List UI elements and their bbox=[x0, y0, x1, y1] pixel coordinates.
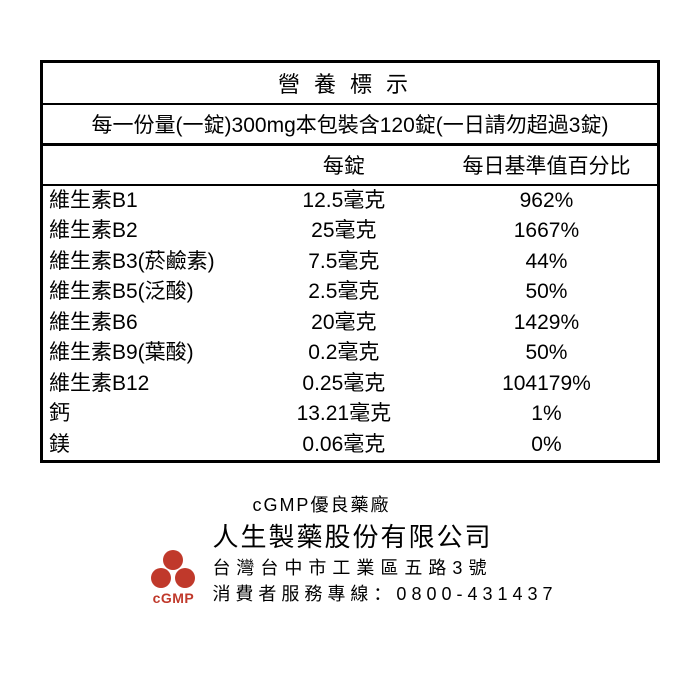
company-address: 台灣台中市工業區五路3號 bbox=[212, 554, 557, 580]
panel-title: 營養標示 bbox=[43, 63, 657, 105]
nutrient-name: 維生素B1 bbox=[43, 186, 252, 216]
nutrient-amount: 20毫克 bbox=[252, 308, 436, 338]
nutrient-dv: 1429% bbox=[436, 308, 657, 338]
nutrient-dv: 50% bbox=[436, 277, 657, 307]
nutrient-amount: 7.5毫克 bbox=[252, 247, 436, 277]
nutrient-amount: 2.5毫克 bbox=[252, 277, 436, 307]
nutrition-facts-panel: 營養標示 每一份量(一錠)300mg本包裝含120錠(一日請勿超過3錠) 每錠 … bbox=[40, 60, 660, 463]
trefoil-icon bbox=[151, 550, 195, 588]
table-row: 鈣13.21毫克1% bbox=[43, 399, 657, 429]
nutrient-amount: 0.25毫克 bbox=[252, 369, 436, 399]
table-row: 維生素B5(泛酸)2.5毫克50% bbox=[43, 277, 657, 307]
nutrient-amount: 12.5毫克 bbox=[252, 186, 436, 216]
table-row: 維生素B225毫克1667% bbox=[43, 216, 657, 246]
nutrient-dv: 44% bbox=[436, 247, 657, 277]
table-row: 維生素B112.5毫克962% bbox=[43, 186, 657, 216]
header-name-col bbox=[43, 150, 252, 180]
header-daily-value: 每日基準值百分比 bbox=[436, 150, 657, 180]
table-row: 維生素B9(葉酸)0.2毫克50% bbox=[43, 338, 657, 368]
table-row: 維生素B120.25毫克104179% bbox=[43, 369, 657, 399]
nutrient-amount: 13.21毫克 bbox=[252, 399, 436, 429]
nutrient-name: 維生素B5(泛酸) bbox=[43, 277, 252, 307]
service-hotline: 消費者服務專線：0800-431437 bbox=[212, 580, 557, 606]
nutrient-dv: 1% bbox=[436, 399, 657, 429]
footer-text: cGMP優良藥廠 人生製藥股份有限公司 台灣台中市工業區五路3號 消費者服務專線… bbox=[212, 491, 557, 606]
nutrient-name: 維生素B12 bbox=[43, 369, 252, 399]
nutrient-name: 維生素B9(葉酸) bbox=[43, 338, 252, 368]
nutrient-name: 維生素B3(菸鹼素) bbox=[43, 247, 252, 277]
nutrient-amount: 0.06毫克 bbox=[252, 430, 436, 460]
nutrient-name: 維生素B6 bbox=[43, 308, 252, 338]
manufacturer-footer: cGMP cGMP優良藥廠 人生製藥股份有限公司 台灣台中市工業區五路3號 消費… bbox=[40, 491, 660, 606]
nutrition-rows: 維生素B112.5毫克962%維生素B225毫克1667%維生素B3(菸鹼素)7… bbox=[43, 186, 657, 460]
header-amount: 每錠 bbox=[252, 150, 436, 180]
nutrient-dv: 104179% bbox=[436, 369, 657, 399]
nutrient-dv: 962% bbox=[436, 186, 657, 216]
logo-label: cGMP bbox=[153, 590, 195, 606]
column-headers: 每錠 每日基準值百分比 bbox=[43, 146, 657, 186]
table-row: 維生素B3(菸鹼素)7.5毫克44% bbox=[43, 247, 657, 277]
nutrient-dv: 1667% bbox=[436, 216, 657, 246]
cgmp-logo: cGMP bbox=[142, 550, 204, 606]
company-name: 人生製藥股份有限公司 bbox=[212, 517, 557, 554]
nutrient-name: 鈣 bbox=[43, 399, 252, 429]
table-row: 維生素B620毫克1429% bbox=[43, 308, 657, 338]
nutrient-amount: 25毫克 bbox=[252, 216, 436, 246]
footer-cert: cGMP優良藥廠 bbox=[252, 491, 557, 517]
nutrient-amount: 0.2毫克 bbox=[252, 338, 436, 368]
serving-info: 每一份量(一錠)300mg本包裝含120錠(一日請勿超過3錠) bbox=[43, 105, 657, 143]
nutrient-dv: 0% bbox=[436, 430, 657, 460]
nutrient-dv: 50% bbox=[436, 338, 657, 368]
table-row: 鎂0.06毫克0% bbox=[43, 430, 657, 460]
nutrient-name: 鎂 bbox=[43, 430, 252, 460]
nutrient-name: 維生素B2 bbox=[43, 216, 252, 246]
